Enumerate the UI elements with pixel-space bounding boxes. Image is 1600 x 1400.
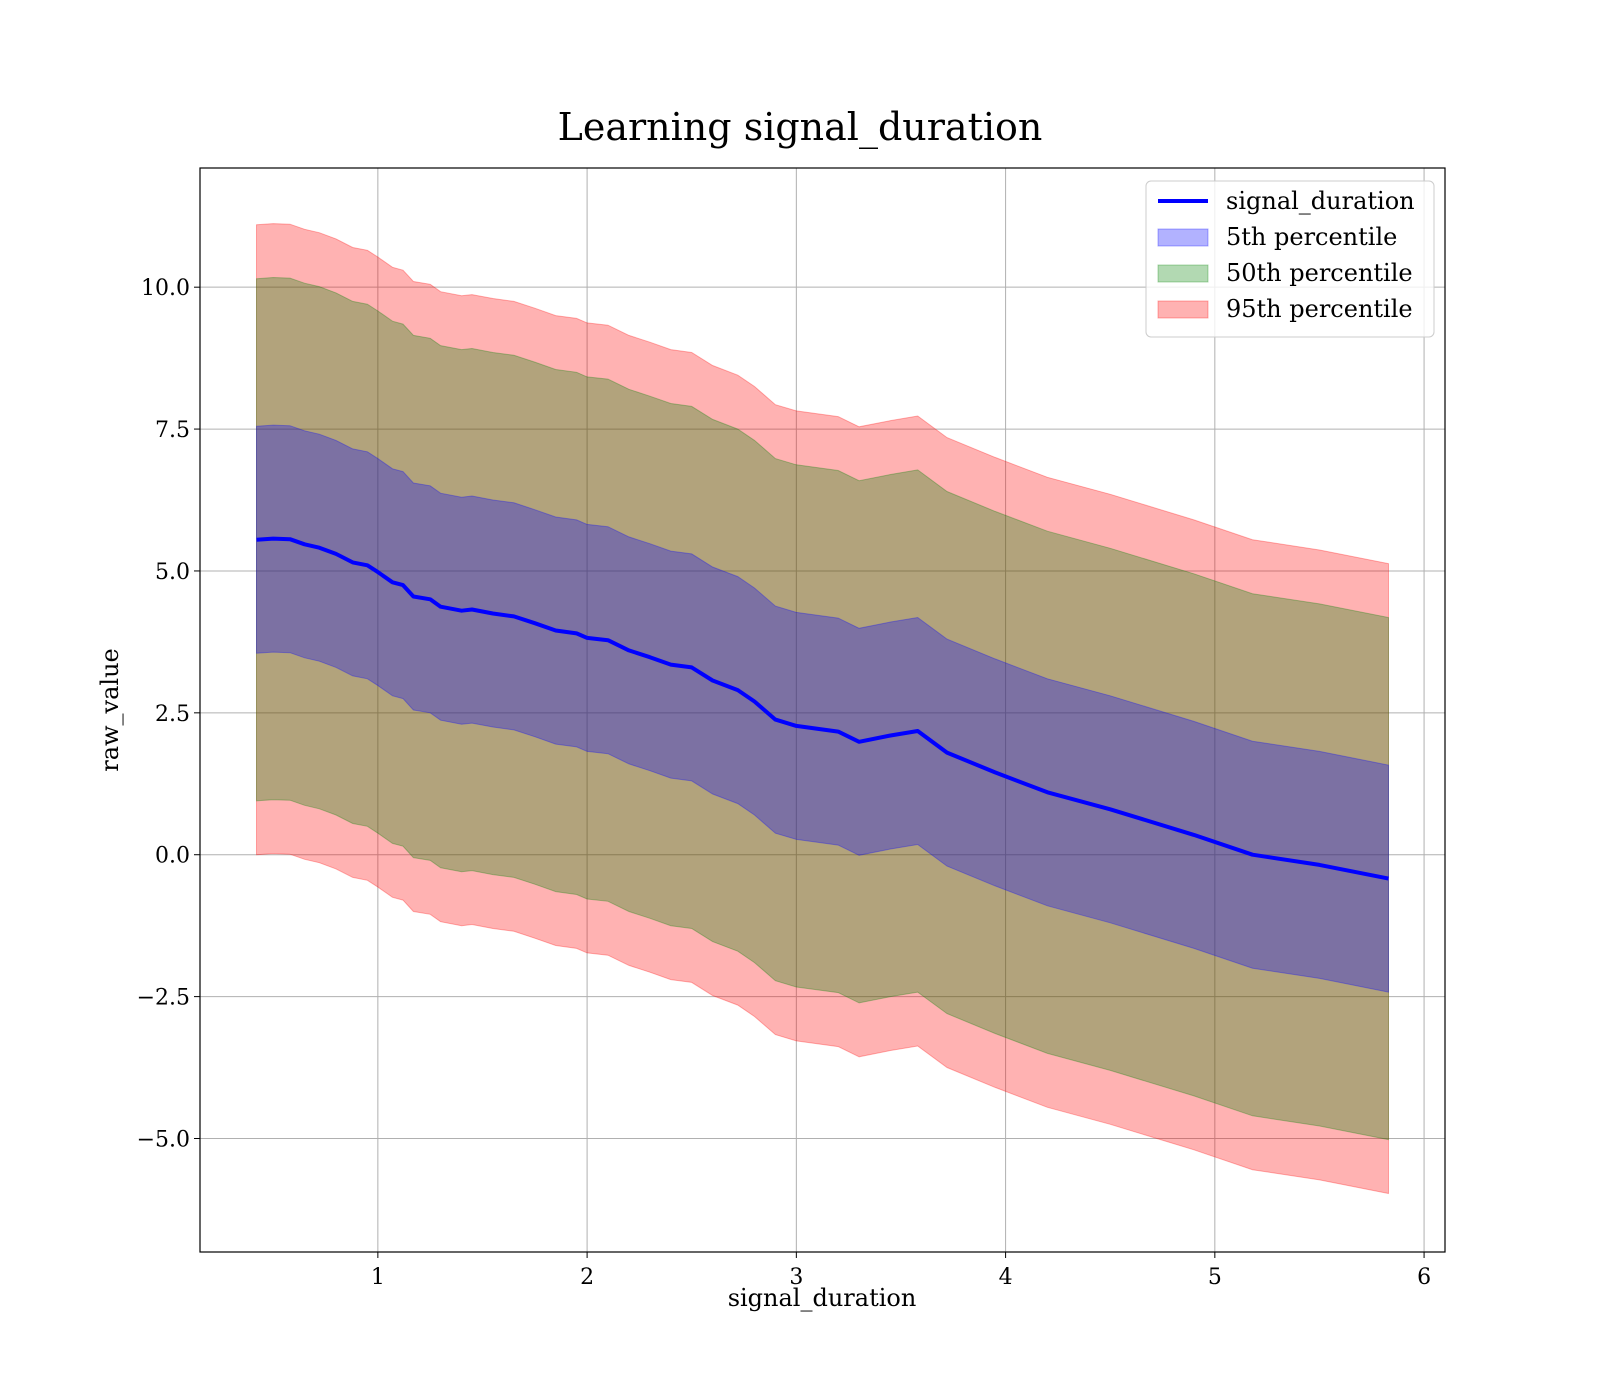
x-axis-label: signal_duration: [728, 1284, 917, 1312]
y-tick-label: 7.5: [155, 418, 190, 443]
y-axis-label: raw_value: [96, 648, 124, 772]
y-tick-label: −5.0: [137, 1127, 190, 1152]
line-series: [256, 536, 1389, 881]
band-95th-percentile: [256, 223, 1389, 1195]
legend-swatch: [1157, 228, 1209, 247]
legend-label: 95th percentile: [1226, 295, 1413, 323]
legend-swatch: [1157, 300, 1209, 319]
legend-label: signal_duration: [1226, 187, 1415, 215]
plot-area-frame: [199, 167, 1446, 1253]
legend-label: 5th percentile: [1226, 223, 1397, 251]
x-tick-label: 3: [789, 1265, 803, 1290]
y-tick-label: 10.0: [141, 276, 190, 301]
x-axis-ticks: 1 2 3 4 5 6: [371, 1252, 1431, 1290]
x-tick-label: 1: [371, 1265, 385, 1290]
x-tick-label: 6: [1417, 1265, 1431, 1290]
x-tick-label: 2: [580, 1265, 594, 1290]
y-tick-label: −2.5: [137, 986, 190, 1011]
y-tick-label: 0.0: [155, 844, 190, 869]
x-tick-label: 5: [1208, 1265, 1222, 1290]
y-tick-label: 5.0: [155, 560, 190, 585]
line-signal_duration: [256, 536, 1389, 881]
legend-swatch: [1157, 264, 1209, 283]
legend-box: [1145, 180, 1435, 338]
y-axis-ticks: −5.0 −2.5 0.0 2.5 5.0 7.5 10.0: [137, 276, 200, 1152]
band-5th-percentile: [256, 424, 1389, 993]
band-50th-percentile: [256, 276, 1389, 1141]
legend: signal_duration 5th percentile 50th percen…: [1145, 180, 1435, 338]
legend-label: 50th percentile: [1226, 259, 1413, 287]
x-tick-label: 4: [999, 1265, 1013, 1290]
y-tick-label: 2.5: [155, 702, 190, 727]
percentile-bands: [256, 223, 1389, 1195]
chart-title: Learning signal_duration: [558, 105, 1043, 150]
